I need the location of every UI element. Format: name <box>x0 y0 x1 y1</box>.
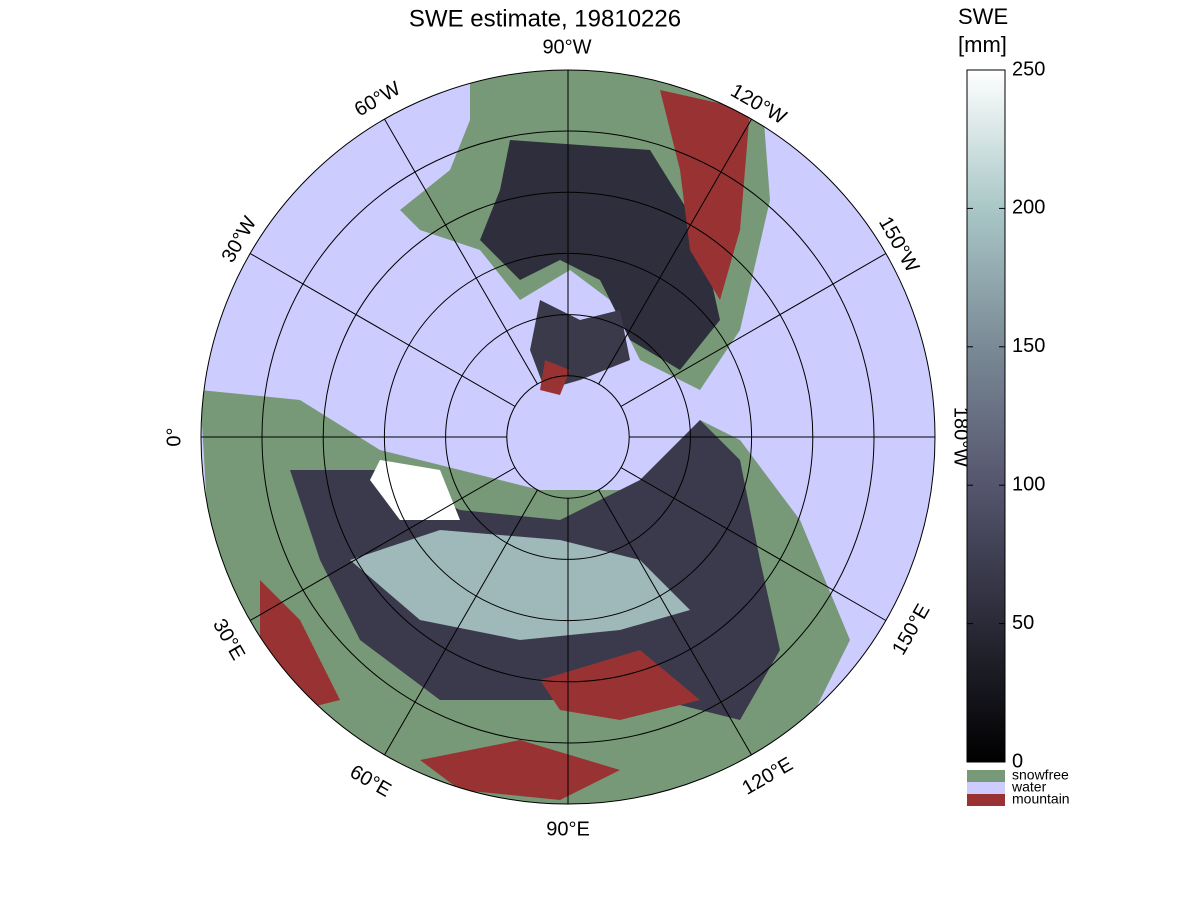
colorbar-tick-label: 200 <box>1012 197 1045 219</box>
map-title: SWE estimate, 19810226 <box>409 5 681 32</box>
longitude-label: 90°E <box>546 818 590 840</box>
land-snow <box>480 140 720 370</box>
legend-swatch <box>967 794 1005 806</box>
colorbar <box>966 69 1006 763</box>
map-border <box>200 69 936 805</box>
land-mountain <box>260 580 340 710</box>
longitude-label: 60°E <box>346 761 395 802</box>
longitude-label: 30°E <box>208 615 249 664</box>
longitude-label: 150°E <box>888 600 934 658</box>
legend-swatch <box>967 770 1005 782</box>
graticule <box>201 70 935 804</box>
land-mountain <box>420 740 620 800</box>
meridian <box>384 118 538 385</box>
longitude-label: 120°E <box>738 753 796 799</box>
legend-swatch <box>967 782 1005 794</box>
land-deep-snow <box>350 530 690 640</box>
meridian <box>249 253 516 407</box>
legend-label: mountain <box>1012 791 1070 807</box>
colorbar-ticks: 0 50 100 150 200 250 <box>967 58 1045 772</box>
meridian <box>598 118 752 385</box>
longitude-label: 90°W <box>542 36 591 58</box>
ice <box>370 460 460 520</box>
colorbar-tick-label: 50 <box>1012 612 1034 634</box>
meridian <box>620 467 887 621</box>
colorbar-tick-label: 250 <box>1012 58 1045 80</box>
legend-label: water <box>1011 779 1047 795</box>
colorbar-title: [mm] <box>958 32 1007 57</box>
colorbar-tick-label: 0 <box>1012 750 1023 772</box>
meridian <box>598 489 752 756</box>
colorbar-tick-label: 150 <box>1012 335 1045 357</box>
longitude-label: 0° <box>163 427 185 446</box>
map-disk <box>201 70 935 804</box>
land-mountain <box>540 650 700 720</box>
meridian <box>620 253 887 407</box>
colorbar-tick-label: 100 <box>1012 473 1045 495</box>
longitude-label: 180°W <box>950 407 972 467</box>
meridian <box>249 467 516 621</box>
land-mountain <box>660 90 750 300</box>
colorbar-title: SWE <box>958 4 1008 29</box>
meridian <box>384 489 538 756</box>
legend-label: snowfree <box>1012 767 1069 783</box>
